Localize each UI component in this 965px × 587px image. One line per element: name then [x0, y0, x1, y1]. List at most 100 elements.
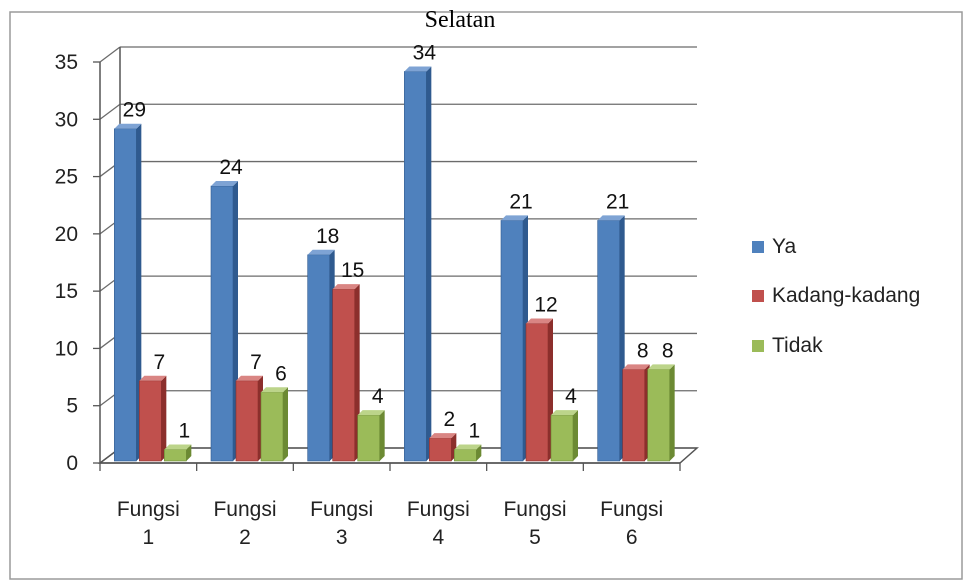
bar-front — [357, 414, 380, 462]
bar-front — [332, 288, 355, 462]
bar-top — [236, 375, 263, 381]
x-tick-label: Fungsi 4 — [407, 498, 470, 549]
bar — [647, 364, 675, 462]
data-label: 1 — [178, 420, 190, 443]
bar — [210, 181, 238, 462]
data-label: 15 — [341, 259, 364, 282]
bar-top — [357, 410, 385, 416]
bar-front — [260, 391, 284, 462]
x-tick-label: Fungsi 6 — [600, 498, 663, 549]
bar-top — [454, 444, 482, 450]
bar — [235, 375, 263, 462]
y-tick-label: 0 — [66, 452, 78, 475]
data-label: 7 — [153, 351, 165, 374]
bar-top — [597, 215, 625, 221]
data-label: 34 — [413, 41, 437, 64]
chart-title: Selatan — [425, 7, 496, 33]
bar-side — [669, 364, 675, 461]
bar-top — [164, 444, 192, 450]
bar-front — [307, 254, 330, 462]
bar-front — [429, 437, 452, 462]
legend-label: Ya — [772, 235, 796, 258]
y-tick-label: 25 — [55, 166, 78, 189]
bar-top — [429, 433, 457, 439]
bar — [357, 410, 385, 462]
bar-front — [235, 380, 259, 462]
data-label: 12 — [534, 294, 557, 317]
y-tick-label: 5 — [66, 395, 78, 418]
x-tick-label: Fungsi 1 — [117, 498, 180, 549]
bar-front — [500, 220, 524, 462]
x-tick-label: Fungsi 2 — [213, 498, 276, 549]
data-label: 6 — [275, 362, 287, 385]
y-tick-label: 10 — [55, 337, 78, 360]
data-label: 21 — [509, 190, 532, 213]
bar — [260, 387, 288, 462]
y-tick-label: 15 — [55, 280, 78, 303]
bar — [164, 444, 192, 462]
bar — [525, 318, 553, 462]
bar-front — [114, 128, 137, 462]
y-tick-label: 20 — [55, 223, 78, 246]
bar — [500, 215, 528, 462]
bar-top — [622, 364, 650, 370]
bar-front — [647, 369, 670, 462]
bar-top — [526, 318, 553, 324]
bar-front — [622, 369, 645, 462]
data-label: 2 — [443, 408, 455, 431]
data-label: 29 — [123, 99, 146, 122]
bar-front — [550, 414, 574, 462]
bar-top — [647, 364, 675, 370]
data-label: 8 — [662, 339, 674, 362]
bar-top — [404, 66, 432, 72]
chart-border — [9, 11, 963, 580]
bar-top — [307, 249, 335, 255]
bar — [597, 215, 625, 462]
bar-front — [139, 380, 162, 462]
bar-side — [161, 375, 167, 461]
data-label: 1 — [468, 420, 480, 443]
bar — [404, 66, 432, 462]
legend-swatch — [752, 241, 764, 253]
bar — [550, 410, 578, 462]
bar-front — [597, 220, 620, 462]
bar-top — [211, 181, 238, 187]
bar-side — [573, 410, 578, 461]
bar-side — [379, 410, 385, 461]
bar-side — [426, 66, 432, 461]
legend-label: Tidak — [772, 334, 823, 357]
data-label: 7 — [250, 351, 262, 374]
bar-front — [525, 323, 549, 462]
bar — [139, 375, 167, 462]
y-tick-label: 35 — [55, 51, 78, 74]
bar-top — [551, 410, 578, 416]
data-label: 4 — [565, 385, 577, 408]
x-tick-label: Fungsi 5 — [503, 498, 566, 549]
bar-side — [283, 387, 288, 461]
bar-top — [332, 284, 360, 290]
legend-swatch — [752, 290, 764, 302]
bar-side — [476, 444, 482, 461]
bar-top — [114, 123, 142, 129]
data-label: 8 — [637, 339, 649, 362]
bar — [429, 433, 457, 462]
bar-top — [139, 375, 167, 381]
data-label: 4 — [372, 385, 384, 408]
data-label: 18 — [316, 225, 339, 248]
bar-top — [261, 387, 288, 393]
bar-front — [404, 71, 427, 462]
bar-side — [136, 123, 142, 461]
bar-top — [501, 215, 528, 221]
legend-swatch — [752, 340, 764, 352]
bar-side — [186, 444, 192, 461]
gridline-depth — [99, 103, 121, 120]
bar — [332, 284, 360, 462]
gridline-depth — [99, 46, 121, 63]
bar-front — [454, 449, 477, 462]
data-label: 24 — [219, 156, 243, 179]
bar-front — [164, 449, 187, 462]
data-label: 21 — [606, 190, 629, 213]
y-tick-label: 30 — [55, 108, 78, 131]
